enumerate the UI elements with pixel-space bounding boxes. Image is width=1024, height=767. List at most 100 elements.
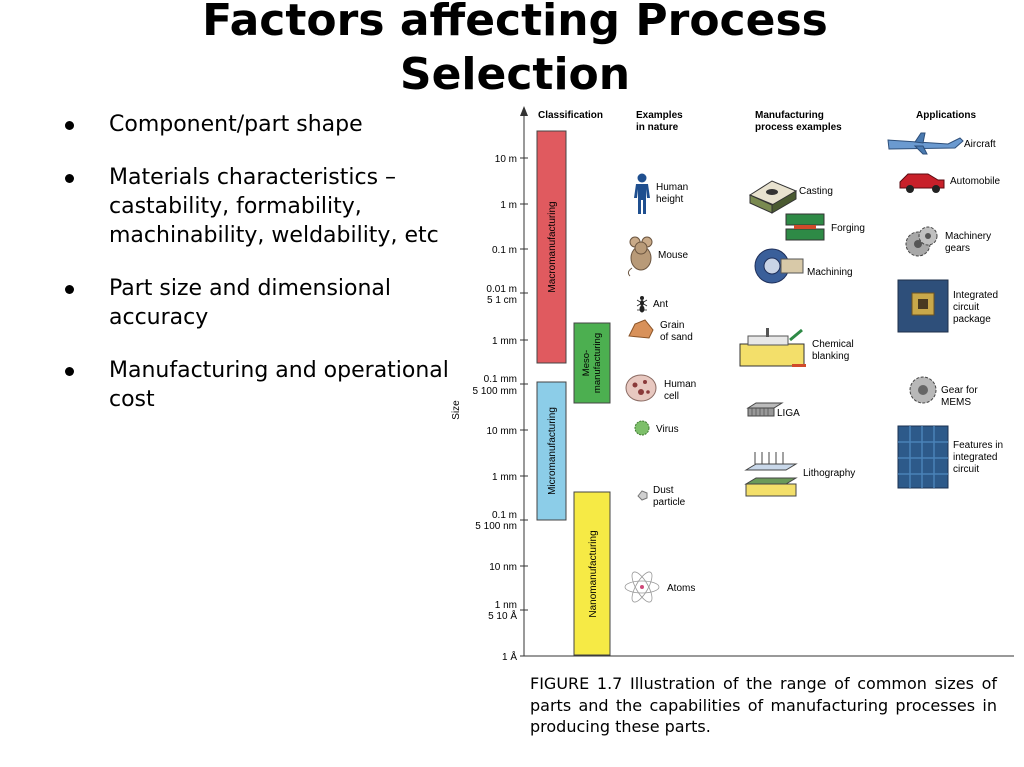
axis-ticks: [520, 157, 528, 657]
label-dust-2: particle: [653, 497, 686, 508]
label-aircraft: Aircraft: [964, 139, 996, 150]
label-automobile: Automobile: [950, 176, 1000, 187]
mems-gear-icon: [909, 376, 937, 404]
bullet-dot: [65, 174, 74, 183]
bar-label-nano: Nanomanufacturing: [588, 530, 599, 617]
label-mouse: Mouse: [658, 250, 688, 261]
tick-label: 10 m: [495, 154, 517, 165]
bullet-text: Manufacturing and operational cost: [109, 358, 449, 412]
lithography-icon: [744, 452, 798, 497]
figure-caption: FIGURE 1.7 Illustration of the range of …: [530, 674, 997, 736]
label-features-2: integrated: [953, 452, 997, 463]
mouse-icon: [627, 236, 653, 277]
label-atoms: Atoms: [667, 583, 695, 594]
bar-label-meso-line-2: manufacturing: [592, 333, 603, 393]
bullet-dot: [65, 285, 74, 294]
size-axis: [520, 106, 1014, 657]
tick-label: 10 mm: [486, 426, 517, 437]
label-features-3: circuit: [953, 464, 979, 475]
slide-title-line-2: Selection: [399, 49, 631, 100]
bullet-item: Part size and dimensional accuracy: [62, 274, 452, 332]
chemical-blanking-icon: [739, 328, 806, 367]
automobile-icon: [899, 173, 945, 193]
bullet-text: Part size and dimensional accuracy: [109, 276, 392, 330]
label-gears-1: Machinery: [945, 231, 991, 242]
tick-label: 5 100 mm: [473, 386, 517, 397]
header-nature-line-2: in nature: [636, 122, 679, 133]
label-sand-1: Grain: [660, 320, 684, 331]
slide-title: Factors affecting Process Selection: [0, 0, 1024, 102]
label-machining: Machining: [807, 267, 853, 278]
header-process-line-2: process examples: [755, 122, 842, 133]
liga-icon: [746, 402, 784, 417]
label-gears-2: gears: [945, 243, 970, 254]
label-ic-1: Integrated: [953, 290, 998, 301]
tick-label: 1 mm: [492, 472, 517, 483]
bullet-dot: [65, 121, 74, 130]
tick-label: 1 mm: [492, 336, 517, 347]
bar-label-micro: Micromanufacturing: [547, 407, 558, 495]
label-chemical-1: Chemical: [812, 339, 854, 350]
axis-label-size: Size: [451, 400, 462, 420]
header-nature-line-1: Examples: [636, 110, 683, 121]
tick-label: 10 nm: [489, 562, 517, 573]
integrated-circuit-package-icon: [897, 279, 949, 333]
tick-label: 1 nm: [495, 600, 517, 611]
label-sand-2: of sand: [660, 332, 693, 343]
label-ant: Ant: [653, 299, 668, 310]
bar-micromanufacturing: [536, 381, 567, 521]
label-chemical-2: blanking: [812, 351, 849, 362]
label-virus: Virus: [656, 424, 679, 435]
label-ic-3: package: [953, 314, 991, 325]
ant-icon: [636, 296, 648, 313]
human-icon: [634, 173, 650, 214]
tick-label: 5 10 Å: [488, 609, 517, 622]
slide-title-line-1: Factors affecting Process: [202, 0, 828, 46]
aircraft-icon: [887, 132, 964, 155]
machining-icon: [754, 248, 804, 284]
virus-icon: [634, 420, 650, 436]
bullet-list: Component/part shape Materials character…: [62, 110, 452, 438]
dust-particle-icon: [637, 490, 648, 501]
tick-label: 0.1 m: [492, 510, 517, 521]
header-classification: Classification: [538, 110, 603, 121]
label-features-1: Features in: [953, 440, 1003, 451]
tick-label: 5 1 cm: [487, 295, 517, 306]
bar-nanomanufacturing: [573, 491, 611, 656]
label-ic-2: circuit: [953, 302, 979, 313]
tick-label: 0.1 mm: [484, 374, 517, 385]
sand-grain-icon: [628, 319, 654, 339]
bullet-dot: [65, 367, 74, 376]
tick-label: 0.1 m: [492, 245, 517, 256]
label-lithography: Lithography: [803, 468, 855, 479]
label-mems-1: Gear for: [941, 385, 978, 396]
label-cell-2: cell: [664, 391, 679, 402]
bullet-text: Materials characteristics – castability,…: [109, 165, 439, 248]
tick-label: 1 Å: [502, 650, 517, 663]
bullet-text: Component/part shape: [109, 112, 363, 137]
label-human-height-1: Human: [656, 182, 688, 193]
bar-label-meso-line-1: Meso-: [581, 350, 592, 376]
label-casting: Casting: [799, 186, 833, 197]
header-process-line-1: Manufacturing: [755, 110, 824, 121]
human-cell-icon: [625, 374, 657, 402]
label-mems-2: MEMS: [941, 397, 971, 408]
label-forging: Forging: [831, 223, 865, 234]
size-scale-figure: Classification Examples in nature Manufa…: [448, 100, 1024, 665]
bar-label-macro: Macromanufacturing: [547, 201, 558, 292]
bullet-item: Manufacturing and operational cost: [62, 356, 452, 414]
bar-macromanufacturing: [536, 130, 567, 364]
label-human-height-2: height: [656, 194, 683, 205]
tick-label: 1 m: [500, 200, 517, 211]
casting-icon: [748, 180, 798, 214]
figure-canvas: Classification Examples in nature Manufa…: [451, 106, 1014, 663]
tick-labels: 10 m 1 m 0.1 m 0.01 m 5 1 cm 1 mm 0.1 mm…: [473, 154, 518, 663]
machinery-gears-icon: [905, 226, 938, 257]
label-dust-1: Dust: [653, 485, 674, 496]
forging-icon: [785, 213, 825, 241]
atom-icon: [624, 571, 660, 603]
label-cell-1: Human: [664, 379, 696, 390]
bullet-item: Materials characteristics – castability,…: [62, 163, 452, 250]
label-liga: LIGA: [777, 408, 800, 419]
bar-mesomanufacturing: [573, 322, 611, 404]
